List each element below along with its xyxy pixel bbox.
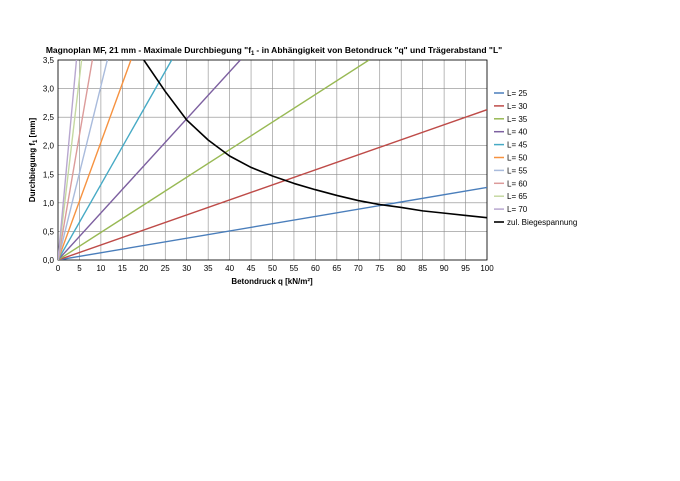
x-tick-label: 70 xyxy=(354,264,363,273)
y-tick-label: 0,5 xyxy=(43,227,55,236)
x-tick-label: 15 xyxy=(118,264,127,273)
legend-label: L= 55 xyxy=(507,166,528,175)
y-tick-label: 2,0 xyxy=(43,142,55,151)
legend-label: L= 70 xyxy=(507,205,528,214)
y-axis-title-subscript: 1 xyxy=(33,139,39,143)
chart-title-part-2: - in Abhängigkeit von Betondruck "q" und… xyxy=(256,45,502,55)
y-axis-title-part-1: Durchbiegung f xyxy=(28,143,37,202)
series-line-l-40 xyxy=(58,60,241,260)
x-tick-label: 85 xyxy=(418,264,427,273)
y-tick-label: 1,5 xyxy=(43,170,55,179)
legend-label: L= 40 xyxy=(507,128,528,137)
legend-label: L= 25 xyxy=(507,89,528,98)
y-tick-label: 3,0 xyxy=(43,85,55,94)
chart-title-subscript: 1 xyxy=(251,51,255,57)
legend-label: L= 35 xyxy=(507,115,528,124)
chart-title-part-1: Magnoplan MF, 21 mm - Maximale Durchbieg… xyxy=(46,45,251,55)
series-line-l-25 xyxy=(58,186,487,260)
x-tick-label: 90 xyxy=(440,264,449,273)
y-axis-title-part-2: [mm] xyxy=(28,118,37,140)
x-tick-label: 45 xyxy=(247,264,256,273)
legend-label: zul. Biegespannung xyxy=(507,218,577,227)
x-tick-label: 65 xyxy=(332,264,341,273)
plot-area xyxy=(57,59,488,261)
x-tick-label: 60 xyxy=(311,264,320,273)
legend-label: L= 65 xyxy=(507,192,528,201)
x-tick-label: 0 xyxy=(56,264,61,273)
series-line-l-55 xyxy=(58,60,109,260)
x-tick-label: 75 xyxy=(375,264,384,273)
x-tick-label: 25 xyxy=(161,264,170,273)
series-layer xyxy=(58,60,487,260)
y-tick-labels: 0,0 0,5 1,0 1,5 2,0 2,5 3,0 3,5 xyxy=(43,56,55,265)
legend: L= 25 L= 30 L= 35 L= 40 L= 45 L= 50 L= 55 L= 60… xyxy=(494,89,577,227)
x-tick-label: 40 xyxy=(225,264,234,273)
x-tick-label: 30 xyxy=(182,264,191,273)
x-tick-label: 20 xyxy=(139,264,148,273)
x-tick-label: 80 xyxy=(397,264,406,273)
grid xyxy=(57,59,488,261)
series-line-zul-biegespannung xyxy=(143,60,487,219)
series-line-l-45 xyxy=(58,60,173,260)
y-tick-label: 2,5 xyxy=(43,113,55,122)
x-tick-labels: 0 5 10 15 20 25 30 35 40 45 50 55 60 65 70 75 80 85 90 95 10… xyxy=(56,264,494,273)
legend-label: L= 50 xyxy=(507,154,528,163)
series-line-l-50 xyxy=(58,60,132,260)
x-tick-label: 95 xyxy=(461,264,470,273)
legend-label: L= 60 xyxy=(507,179,528,188)
series-line-l-65 xyxy=(58,60,83,260)
y-axis-title: Durchbiegung f1 [mm] xyxy=(28,118,39,203)
legend-label: L= 30 xyxy=(507,102,528,111)
x-tick-label: 100 xyxy=(480,264,494,273)
y-tick-label: 1,0 xyxy=(43,199,55,208)
series-line-l-60 xyxy=(58,60,94,260)
series-line-l-70 xyxy=(58,60,78,260)
chart-title: Magnoplan MF, 21 mm - Maximale Durchbieg… xyxy=(46,45,502,57)
x-tick-label: 35 xyxy=(204,264,213,273)
legend-label: L= 45 xyxy=(507,141,528,150)
y-tick-label: 3,5 xyxy=(43,56,55,65)
series-line-l-35 xyxy=(58,60,370,260)
series-line-l-30 xyxy=(58,109,487,260)
x-axis-title: Betondruck q [kN/m²] xyxy=(231,277,313,286)
y-tick-label: 0,0 xyxy=(43,256,55,265)
x-tick-label: 10 xyxy=(96,264,105,273)
x-tick-label: 50 xyxy=(268,264,277,273)
x-tick-label: 5 xyxy=(77,264,82,273)
x-tick-label: 55 xyxy=(289,264,298,273)
